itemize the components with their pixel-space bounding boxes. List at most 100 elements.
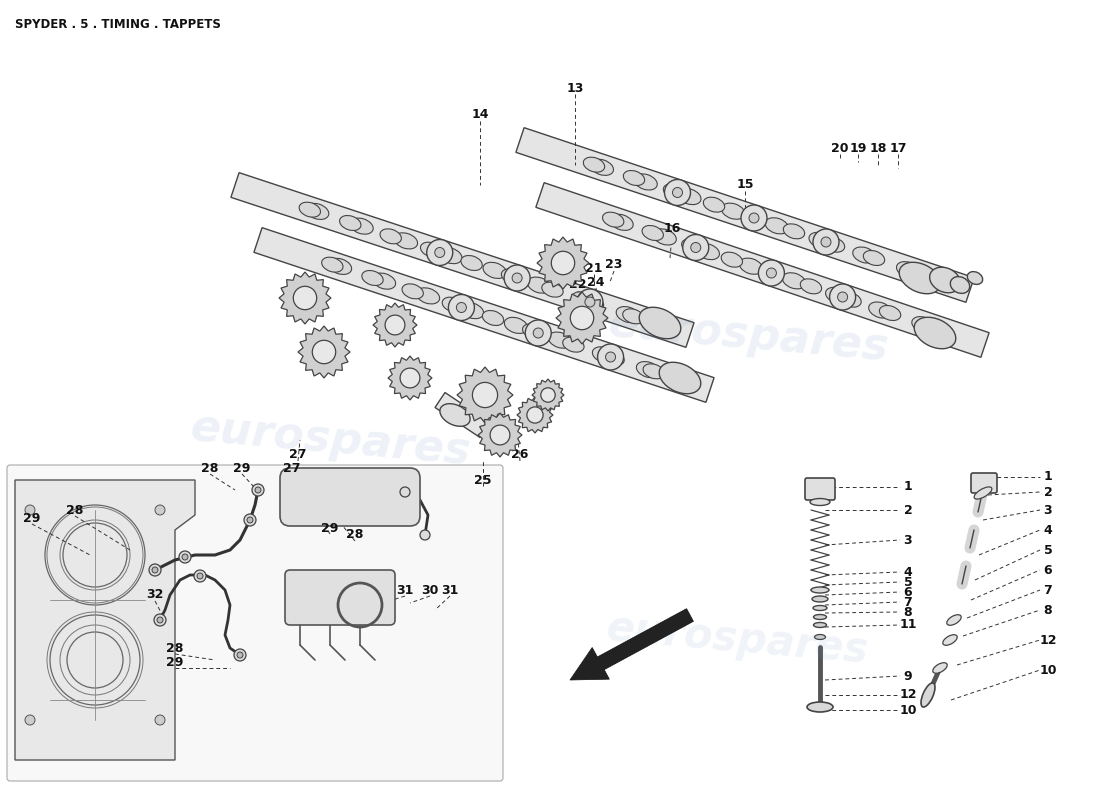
Text: 25: 25 — [474, 474, 492, 486]
Ellipse shape — [914, 318, 956, 349]
Ellipse shape — [483, 310, 504, 326]
Ellipse shape — [811, 587, 829, 593]
Ellipse shape — [933, 662, 947, 674]
Ellipse shape — [417, 288, 440, 304]
Text: 3: 3 — [1044, 503, 1053, 517]
Ellipse shape — [899, 262, 940, 294]
Circle shape — [527, 407, 543, 423]
Ellipse shape — [440, 404, 470, 426]
Circle shape — [157, 617, 163, 623]
Ellipse shape — [814, 634, 825, 639]
Text: eurospares: eurospares — [188, 406, 472, 474]
Ellipse shape — [373, 273, 396, 289]
Ellipse shape — [299, 202, 320, 217]
Circle shape — [758, 260, 784, 286]
Ellipse shape — [505, 318, 528, 334]
Text: 28: 28 — [66, 503, 84, 517]
Ellipse shape — [329, 258, 352, 274]
Text: 12: 12 — [900, 689, 916, 702]
Text: 6: 6 — [1044, 563, 1053, 577]
Ellipse shape — [943, 634, 957, 646]
Polygon shape — [231, 173, 694, 347]
Ellipse shape — [591, 159, 614, 175]
Ellipse shape — [722, 252, 742, 267]
Ellipse shape — [583, 157, 605, 172]
Text: 29: 29 — [23, 511, 41, 525]
Text: 23: 23 — [605, 258, 623, 271]
Ellipse shape — [549, 332, 572, 348]
Circle shape — [576, 289, 603, 315]
Text: 3: 3 — [904, 534, 912, 546]
Text: 31: 31 — [441, 583, 459, 597]
Ellipse shape — [967, 271, 982, 285]
Circle shape — [491, 425, 510, 445]
Ellipse shape — [659, 362, 701, 394]
Polygon shape — [556, 292, 608, 344]
Text: 29: 29 — [321, 522, 339, 534]
Text: 29: 29 — [233, 462, 251, 474]
Circle shape — [194, 570, 206, 582]
Ellipse shape — [814, 614, 826, 619]
Text: 22: 22 — [570, 278, 586, 291]
Ellipse shape — [722, 203, 745, 219]
Ellipse shape — [783, 224, 805, 239]
Ellipse shape — [840, 292, 861, 307]
Circle shape — [683, 234, 708, 261]
Ellipse shape — [483, 262, 506, 278]
Polygon shape — [254, 228, 714, 402]
Text: 11: 11 — [900, 618, 916, 631]
Text: 26: 26 — [512, 449, 529, 462]
Text: 28: 28 — [166, 642, 184, 654]
Text: 14: 14 — [471, 109, 488, 122]
Circle shape — [821, 237, 830, 247]
Circle shape — [597, 344, 624, 370]
Circle shape — [434, 247, 444, 258]
Text: 4: 4 — [1044, 523, 1053, 537]
Circle shape — [829, 284, 856, 310]
Ellipse shape — [340, 215, 361, 230]
Ellipse shape — [812, 596, 828, 602]
Ellipse shape — [362, 270, 383, 286]
Ellipse shape — [782, 273, 805, 289]
Text: 5: 5 — [903, 575, 912, 589]
Text: 9: 9 — [904, 670, 912, 682]
Text: 16: 16 — [663, 222, 681, 234]
Polygon shape — [536, 182, 989, 358]
Polygon shape — [279, 272, 331, 324]
Circle shape — [182, 554, 188, 560]
Text: 17: 17 — [889, 142, 906, 154]
Circle shape — [154, 614, 166, 626]
Polygon shape — [532, 379, 564, 411]
Ellipse shape — [442, 297, 463, 312]
Ellipse shape — [439, 247, 462, 264]
Circle shape — [252, 484, 264, 496]
Text: SPYDER . 5 . TIMING . TAPPETS: SPYDER . 5 . TIMING . TAPPETS — [15, 18, 221, 31]
Text: 7: 7 — [903, 595, 912, 609]
FancyBboxPatch shape — [280, 468, 420, 526]
Text: 15: 15 — [736, 178, 754, 191]
Circle shape — [813, 229, 839, 255]
Text: 28: 28 — [346, 529, 364, 542]
Ellipse shape — [402, 284, 424, 299]
Text: 27: 27 — [289, 449, 307, 462]
Ellipse shape — [603, 350, 624, 366]
Text: 24: 24 — [587, 275, 605, 289]
Polygon shape — [517, 397, 553, 433]
Text: 21: 21 — [585, 262, 603, 274]
Ellipse shape — [918, 319, 940, 334]
Circle shape — [513, 273, 522, 283]
Ellipse shape — [696, 243, 719, 260]
Text: 10: 10 — [900, 703, 916, 717]
Circle shape — [234, 649, 246, 661]
Ellipse shape — [542, 282, 563, 297]
Ellipse shape — [350, 218, 373, 234]
Ellipse shape — [869, 302, 892, 318]
Ellipse shape — [813, 606, 827, 610]
Ellipse shape — [896, 262, 920, 278]
FancyBboxPatch shape — [285, 570, 395, 625]
Polygon shape — [388, 356, 432, 400]
Circle shape — [570, 306, 594, 330]
Ellipse shape — [394, 233, 418, 249]
Polygon shape — [15, 480, 195, 760]
Text: 19: 19 — [849, 142, 867, 154]
